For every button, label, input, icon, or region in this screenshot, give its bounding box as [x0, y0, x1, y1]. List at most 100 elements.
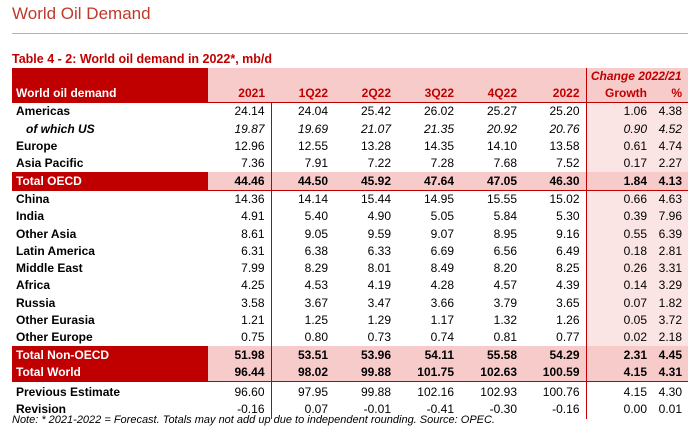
table-row: of which US 19.87 19.69 21.07 21.35 20.92 20.7…	[12, 120, 688, 138]
table-cell: 8.61	[208, 225, 272, 243]
table-cell: 1.82	[653, 294, 688, 312]
table-cell: 6.56	[493, 243, 517, 258]
table-cell: 4.45	[653, 346, 688, 364]
table-caption: Table 4 - 2: World oil demand in 2022*, …	[12, 52, 273, 66]
table-cell: 3.47	[367, 295, 391, 310]
table-cell: 1.25	[304, 313, 328, 327]
table-cell: 3.29	[653, 277, 688, 295]
table-cell: 0.14	[585, 277, 653, 295]
table-cell: 15.02	[523, 189, 587, 209]
table-cell: 44.50	[271, 172, 334, 191]
column-header: 1Q22	[271, 85, 334, 104]
table-cell: 54.29	[523, 346, 587, 364]
table-note: Note: * 2021-2022 = Forecast. Totals may…	[12, 414, 495, 426]
table-cell: 21.07	[360, 121, 391, 136]
table-cell: 26.02	[423, 104, 454, 119]
table-cell: 8.29	[304, 261, 328, 276]
table-cell: 7.68	[493, 156, 517, 171]
table-cell: 7.28	[430, 156, 454, 171]
table-cell: 0.07	[304, 402, 328, 417]
column-header: 2Q22	[334, 85, 397, 104]
table-row: Revision -0.16 0.07 -0.01 -0.41 -0.30 -0.16 0.0…	[12, 401, 688, 419]
table-cell: 5.40	[304, 209, 328, 224]
table-cell: 96.60	[208, 381, 272, 402]
table-cell: -0.30	[489, 402, 517, 417]
table-cell: 9.07	[430, 226, 454, 241]
table-cell: 102.16	[397, 381, 460, 402]
row-label: Other Eurasia	[16, 313, 95, 327]
table-cell: 7.96	[653, 208, 688, 226]
table-cell: 47.05	[460, 172, 523, 191]
table-cell: 6.31	[208, 242, 272, 260]
table-cell: -0.41	[426, 402, 454, 417]
table-cell: 9.05	[304, 226, 328, 241]
table-cell: -0.16	[208, 401, 272, 419]
row-label: Other Asia	[16, 226, 77, 241]
table-cell: 5.30	[523, 208, 587, 226]
table-row: Previous Estimate 96.60 97.95 99.88 102.16 10…	[12, 381, 688, 402]
table-cell: 4.19	[367, 278, 391, 293]
row-label: Total Non-OECD	[12, 346, 208, 364]
row-label: China	[12, 189, 208, 209]
table-cell: 0.73	[367, 330, 391, 345]
table-cell: 2.27	[653, 155, 688, 173]
table-cell: 3.72	[653, 311, 688, 330]
row-label-header: World oil demand	[12, 85, 208, 104]
row-label: Other Europe	[16, 330, 93, 345]
table-cell: 14.95	[397, 189, 460, 209]
row-label: India	[16, 209, 45, 224]
table-cell: 21.35	[423, 121, 454, 136]
table-cell: 1.26	[523, 311, 587, 330]
table-cell: 3.79	[493, 295, 517, 310]
table-cell: 14.14	[271, 189, 334, 209]
table-cell: 1.84	[585, 172, 653, 191]
table-cell: 0.01	[658, 402, 682, 417]
table-cell: 13.28	[360, 139, 391, 154]
table-cell: 14.10	[486, 139, 517, 154]
column-header: 4Q22	[460, 85, 523, 104]
table-cell: 53.51	[271, 346, 334, 364]
header-row-top: Change 2022/21	[12, 68, 688, 85]
row-label: Asia Pacific	[16, 156, 84, 171]
table-row: Total World 96.44 98.02 99.88 101.75 102.63 10…	[12, 363, 688, 383]
table-cell: 101.75	[397, 363, 460, 383]
table-cell: 46.30	[523, 172, 587, 191]
table-cell: 24.14	[208, 102, 272, 121]
table-cell: 4.25	[208, 277, 272, 295]
table-row: Europe 12.96 12.55 13.28 14.35 14.10 13.58 0.61…	[12, 137, 688, 156]
table-cell: 0.07	[585, 294, 653, 312]
table-cell: 15.55	[460, 189, 523, 209]
table-cell: 0.26	[585, 259, 653, 278]
table-cell: 47.64	[397, 172, 460, 191]
table-cell: 5.84	[493, 209, 517, 224]
row-label: Total OECD	[12, 172, 208, 191]
table-cell: 0.18	[585, 242, 653, 260]
table-cell: 1.06	[585, 102, 653, 121]
table-cell: 0.75	[208, 329, 272, 347]
table-row: Other Europe 0.75 0.80 0.73 0.74 0.81 0.77 0.02…	[12, 329, 688, 347]
table-cell: 4.28	[430, 278, 454, 293]
page-title: World Oil Demand	[12, 4, 151, 23]
table-cell: 2.31	[585, 346, 653, 364]
table-cell: 25.27	[486, 104, 517, 119]
table-cell: 97.95	[271, 381, 334, 402]
table-cell: 0.17	[585, 155, 653, 173]
table-cell: -0.01	[363, 402, 391, 417]
table-cell: 24.04	[297, 104, 328, 119]
table-cell: 100.59	[523, 363, 587, 383]
table-cell: 3.66	[430, 295, 454, 310]
table-cell: 7.91	[304, 156, 328, 171]
table-row: Asia Pacific 7.36 7.91 7.22 7.28 7.68 7.52 0.17…	[12, 155, 688, 173]
header-corner	[12, 68, 208, 85]
table-cell: 19.69	[297, 121, 328, 136]
table-cell: 4.30	[653, 381, 688, 402]
table-cell: 1.29	[367, 313, 391, 327]
table-cell: 4.13	[653, 172, 688, 191]
table-cell: 13.58	[523, 137, 587, 156]
table-cell: 2.18	[653, 329, 688, 347]
table-row: Total Non-OECD 51.98 53.51 53.96 54.11 55.58 5…	[12, 346, 688, 364]
table-cell: 4.90	[367, 209, 391, 224]
table-cell: 51.98	[208, 346, 272, 364]
table-cell: 4.52	[653, 120, 688, 138]
table-cell: 53.96	[334, 346, 397, 364]
